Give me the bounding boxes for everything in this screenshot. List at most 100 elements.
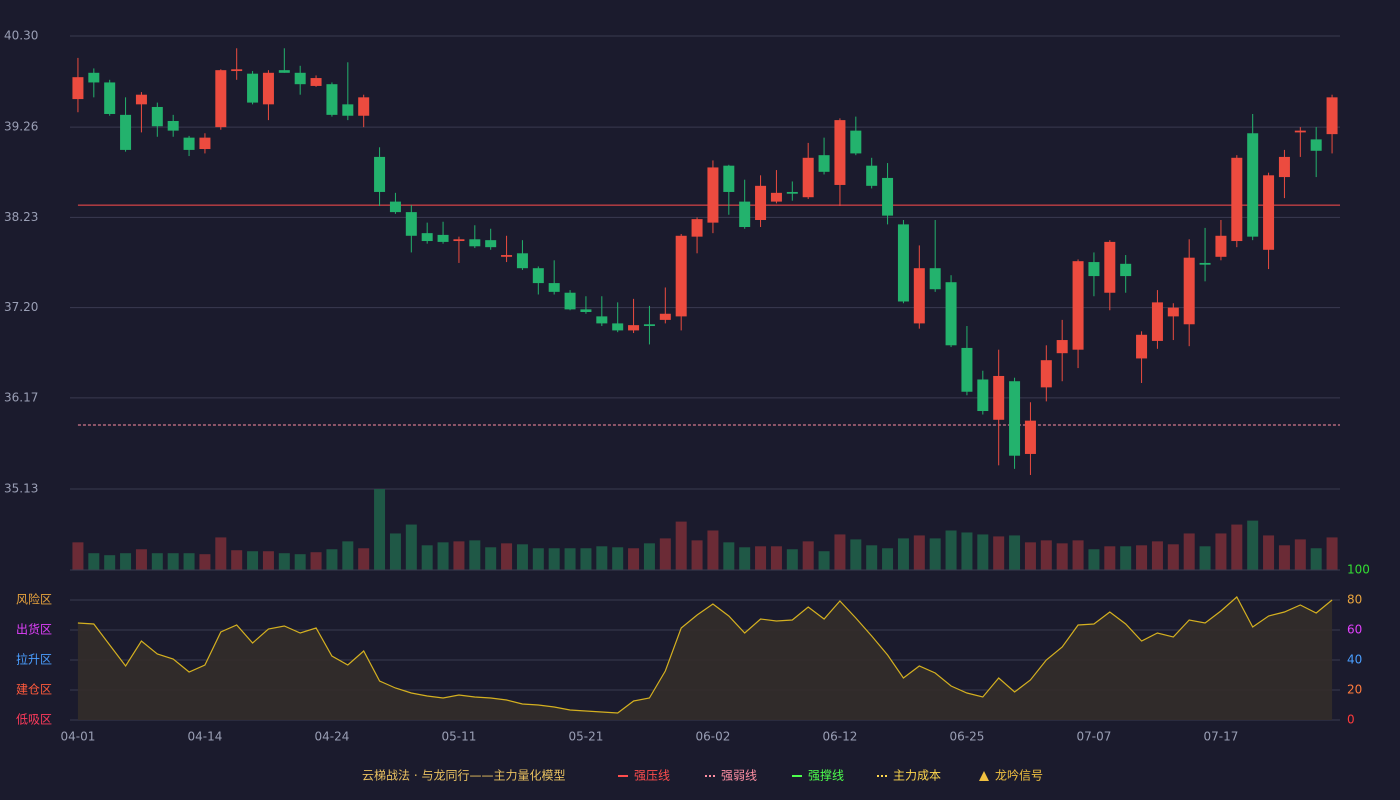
volume-bar	[120, 553, 132, 570]
volume-bar	[215, 537, 227, 570]
candle-body	[1247, 133, 1259, 237]
candle-body	[723, 165, 735, 192]
x-tick-label: 06-02	[696, 730, 731, 744]
candle-body	[882, 177, 894, 216]
candle-body	[1072, 261, 1084, 350]
candle-body	[580, 309, 592, 313]
volume-bar	[1040, 540, 1052, 570]
candle-body	[501, 255, 513, 257]
y-tick-label: 38.23	[4, 210, 38, 224]
candle-body	[247, 73, 259, 103]
volume-bar	[405, 524, 417, 570]
volume-bar	[1056, 543, 1068, 570]
candle-body	[183, 137, 195, 150]
candle-body	[294, 72, 306, 85]
y-tick-label: 37.20	[4, 300, 38, 314]
volume-bar	[564, 548, 576, 570]
volume-bar	[628, 548, 640, 570]
candle-body	[88, 72, 100, 83]
volume-bar	[913, 535, 925, 570]
candle-body	[850, 130, 862, 154]
candle-body	[1215, 235, 1227, 257]
candle-body	[326, 84, 338, 115]
candle-body	[453, 239, 465, 242]
volume-bar	[453, 541, 465, 570]
x-tick-label: 06-12	[823, 730, 858, 744]
volume-bar	[707, 530, 719, 570]
zone-label: 建仓区	[16, 683, 52, 697]
volume-bar	[421, 545, 433, 570]
candle-body	[977, 379, 989, 412]
candle-body	[1167, 307, 1179, 317]
candle-body	[437, 234, 449, 242]
volume-bar	[294, 554, 306, 570]
volume-bar	[897, 538, 909, 570]
volume-bar	[596, 546, 608, 570]
candle-body	[1040, 360, 1052, 388]
volume-bar	[548, 548, 560, 570]
volume-bar	[1136, 545, 1148, 570]
candle-body	[897, 224, 909, 302]
candle-body	[215, 70, 227, 128]
x-tick-label: 06-25	[950, 730, 985, 744]
volume-bar	[1072, 540, 1084, 570]
volume-bar	[691, 540, 703, 570]
volume-bar	[88, 553, 100, 570]
candle-body	[1263, 175, 1275, 250]
candle-body	[72, 77, 84, 100]
area-fill	[77, 597, 1333, 720]
volume-bar	[516, 544, 528, 570]
candle-body	[1136, 334, 1148, 359]
volume-bar	[469, 540, 481, 570]
candle-body	[739, 201, 751, 228]
legend-label: 强撑线	[808, 768, 844, 783]
x-tick-label: 04-24	[315, 730, 350, 744]
candle-body	[707, 167, 719, 223]
candle-body	[1310, 139, 1322, 151]
volume-bar	[1231, 524, 1243, 570]
candle-body	[374, 156, 386, 192]
volume-bar	[1278, 545, 1290, 570]
candle-body	[834, 120, 846, 185]
candle-body	[231, 69, 243, 72]
y-tick-label: 80	[1347, 593, 1362, 607]
candle-body	[167, 120, 179, 131]
candle-body	[342, 104, 354, 116]
y-tick-label: 36.17	[4, 390, 38, 404]
volume-bar	[135, 549, 147, 570]
zone-label: 风险区	[16, 592, 52, 607]
candle-body	[532, 268, 544, 284]
candle-body	[612, 323, 624, 331]
candle-body	[1231, 157, 1243, 242]
candle-body	[643, 324, 655, 327]
candle-body	[1104, 241, 1116, 293]
volume-bar	[723, 542, 735, 570]
candle-body	[1056, 340, 1068, 354]
candle-body	[945, 282, 957, 346]
candle-body	[786, 191, 798, 194]
candle-body	[802, 157, 814, 198]
volume-bar	[786, 549, 798, 570]
candle-body	[135, 94, 147, 105]
volume-bar	[104, 555, 116, 570]
candle-body	[151, 106, 163, 127]
volume-bar	[485, 547, 497, 570]
zone-label: 低吸区	[16, 713, 52, 727]
volume-bar	[151, 553, 163, 570]
candle-body	[929, 268, 941, 290]
volume-bar	[770, 546, 782, 570]
y-tick-label: 20	[1347, 683, 1362, 697]
legend-label: 强弱线	[721, 769, 757, 783]
y-tick-label: 35.13	[4, 482, 38, 496]
legend-symbol	[979, 771, 989, 781]
x-tick-label: 07-07	[1077, 730, 1112, 744]
x-tick-label: 04-01	[61, 730, 96, 744]
volume-bar	[802, 541, 814, 570]
volume-bar	[866, 545, 878, 570]
volume-bar	[1215, 533, 1227, 570]
volume-bar	[1009, 535, 1021, 570]
volume-bar	[755, 546, 767, 570]
candle-body	[1024, 420, 1036, 454]
